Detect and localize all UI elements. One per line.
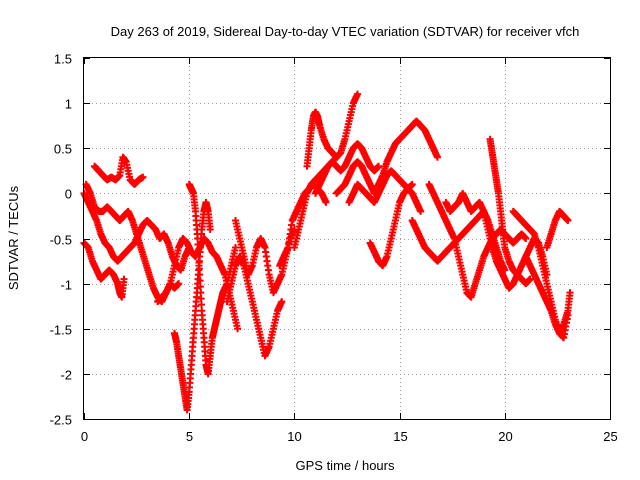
data-point	[175, 280, 183, 288]
data-point	[196, 271, 204, 279]
axis-ticks: 0 5 10 15 20 25 1.5 1 0.5 0 -0.5 -1 -1.5 -2 -2.5	[50, 52, 618, 445]
y-tick-label: 0	[65, 187, 72, 202]
data-point	[120, 275, 128, 283]
y-tick-label: 1.5	[54, 52, 72, 67]
series-track-2	[91, 153, 147, 188]
data-point	[417, 207, 425, 215]
data-point	[526, 275, 534, 283]
y-tick-label: -2.5	[50, 413, 72, 428]
data-point-interp	[197, 301, 205, 309]
data-point	[354, 90, 362, 98]
y-tick-label: -2	[60, 368, 72, 383]
x-axis-label: GPS time / hours	[296, 458, 395, 473]
data-point	[408, 180, 416, 188]
series-track-23	[543, 207, 572, 252]
data-point	[278, 298, 286, 306]
series-track-9	[231, 216, 298, 297]
data-points	[80, 90, 574, 414]
series-track-22	[522, 253, 574, 337]
data-point	[194, 235, 202, 242]
series-track-13	[311, 140, 383, 197]
data-point-interp	[196, 277, 204, 285]
x-tick-label: 15	[393, 429, 407, 444]
y-tick-label: 1	[65, 97, 72, 112]
data-point	[332, 153, 340, 161]
data-point-interp	[194, 241, 202, 249]
data-point	[234, 325, 242, 333]
data-point	[522, 235, 530, 242]
series-track-6	[170, 198, 214, 414]
x-tick-label: 25	[603, 429, 617, 444]
data-point-interp	[195, 253, 203, 261]
data-point	[231, 244, 239, 252]
data-point	[564, 216, 572, 224]
x-tick-label: 10	[287, 429, 301, 444]
data-point	[375, 162, 383, 170]
plot-frame	[83, 57, 611, 420]
data-point-interp	[195, 259, 203, 267]
data-point-interp	[194, 247, 202, 255]
x-tick-label: 0	[81, 429, 88, 444]
y-axis-label: SDTVAR / TECUs	[6, 185, 21, 290]
data-point	[322, 198, 330, 206]
data-point-interp	[196, 283, 204, 291]
series-track-20	[486, 135, 534, 288]
series-track-4	[82, 180, 183, 306]
series-track-12	[303, 108, 340, 170]
series-track-15	[345, 167, 425, 215]
y-tick-label: -0.5	[50, 233, 72, 248]
data-point-interp	[195, 265, 203, 273]
x-tick-label: 5	[186, 429, 193, 444]
data-point-interp	[197, 289, 205, 297]
data-point	[206, 225, 214, 233]
data-point	[433, 153, 441, 161]
series-track-7	[185, 180, 239, 378]
x-tick-label: 20	[498, 429, 512, 444]
y-tick-label: 0.5	[54, 142, 72, 157]
series-track-8	[223, 253, 286, 360]
series-track-10	[276, 180, 330, 270]
series-track-16	[366, 180, 416, 270]
data-point-interp	[197, 295, 205, 303]
data-point	[566, 289, 574, 297]
y-tick-label: -1	[60, 278, 72, 293]
data-point	[139, 173, 147, 181]
y-tick-label: -1.5	[50, 323, 72, 338]
series-track-1	[80, 239, 128, 301]
chart-title: Day 263 of 2019, Sidereal Day-to-day VTE…	[111, 24, 580, 39]
